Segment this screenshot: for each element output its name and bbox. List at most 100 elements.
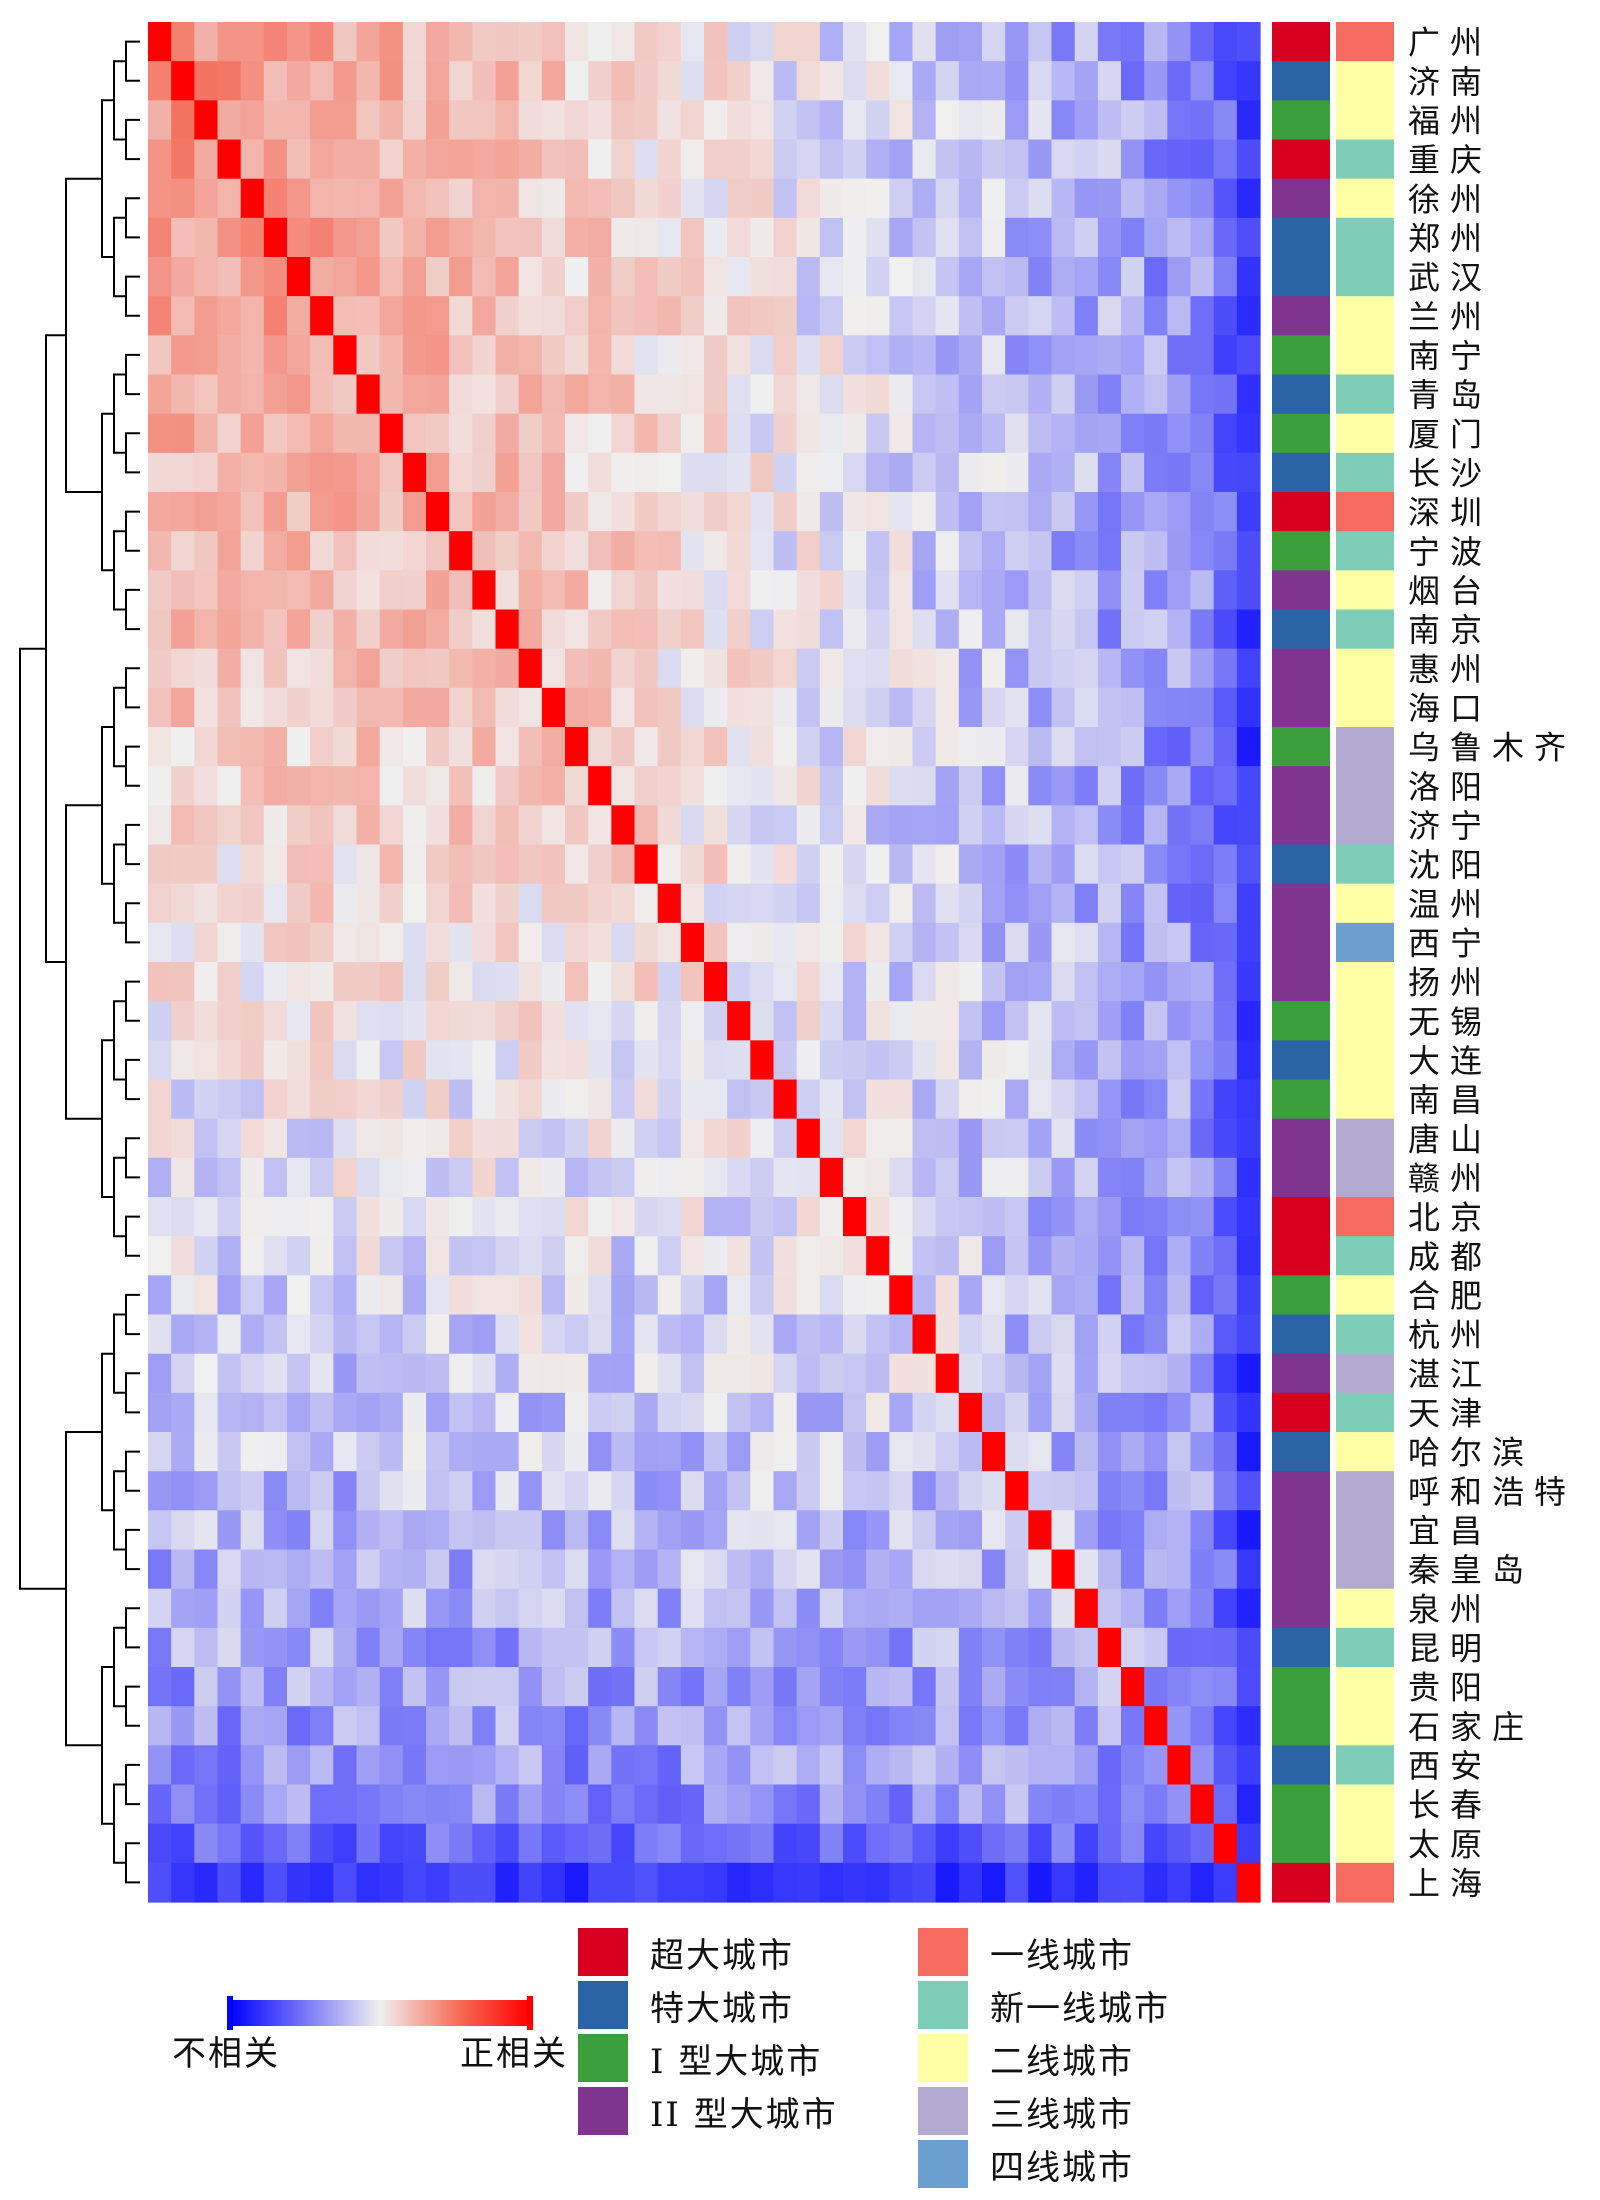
heatmap-cell bbox=[263, 609, 288, 650]
heatmap-cell bbox=[402, 1432, 427, 1472]
heatmap-cell bbox=[889, 1627, 914, 1668]
city-size-cell bbox=[1272, 1823, 1330, 1864]
city-size-cell bbox=[1272, 766, 1330, 806]
heatmap-cell bbox=[1121, 609, 1145, 650]
dendrogram-branch bbox=[65, 1431, 102, 1747]
heatmap-cell bbox=[379, 1627, 404, 1668]
heatmap-cell bbox=[773, 1040, 798, 1081]
heatmap-cell bbox=[588, 648, 612, 689]
heatmap-cell bbox=[1051, 648, 1076, 689]
heatmap-cell bbox=[426, 257, 450, 297]
heatmap-cell bbox=[1097, 1197, 1122, 1237]
row-label: 济宁 bbox=[1408, 807, 1492, 845]
dendrogram-branch bbox=[125, 40, 140, 82]
heatmap-cell bbox=[588, 805, 612, 846]
heatmap-cell bbox=[889, 1432, 914, 1472]
heatmap-cell bbox=[263, 413, 288, 454]
heatmap-cell bbox=[843, 1784, 867, 1825]
heatmap-cell bbox=[356, 1745, 381, 1786]
heatmap-cell bbox=[727, 1314, 751, 1355]
heatmap-cell bbox=[1190, 962, 1215, 1002]
heatmap-cell bbox=[426, 1275, 450, 1316]
heatmap-cell bbox=[565, 1745, 589, 1786]
heatmap-cell bbox=[217, 1040, 242, 1081]
heatmap-cell bbox=[287, 922, 311, 963]
heatmap-cell bbox=[819, 178, 844, 219]
heatmap-cell bbox=[889, 687, 914, 728]
heatmap-cell bbox=[426, 727, 450, 767]
heatmap-cell bbox=[217, 922, 242, 963]
heatmap-cell bbox=[1236, 1784, 1261, 1825]
heatmap-cell bbox=[912, 1079, 937, 1120]
heatmap-cell bbox=[796, 570, 821, 611]
heatmap-cell bbox=[773, 1079, 798, 1120]
city-tier-cell bbox=[1336, 1549, 1394, 1590]
heatmap-cell bbox=[866, 1549, 890, 1590]
heatmap-cell bbox=[1144, 492, 1168, 532]
heatmap-cell bbox=[1144, 1784, 1168, 1825]
heatmap-cell bbox=[148, 1236, 172, 1276]
heatmap-cell bbox=[1121, 531, 1145, 571]
heatmap-cell bbox=[1028, 1314, 1053, 1355]
city-tier-cell bbox=[1336, 1118, 1394, 1159]
heatmap-cell bbox=[449, 1040, 473, 1081]
city-size-cell bbox=[1272, 1862, 1330, 1903]
heatmap-cell bbox=[1236, 1197, 1261, 1237]
heatmap-cell bbox=[634, 1236, 659, 1276]
heatmap-cell bbox=[1074, 1706, 1099, 1746]
heatmap-cell bbox=[449, 335, 473, 376]
dendrogram-branch bbox=[125, 1372, 140, 1414]
heatmap-cell bbox=[171, 1471, 195, 1511]
heatmap-cell bbox=[657, 805, 682, 846]
heatmap-cell bbox=[565, 570, 589, 611]
heatmap-cell bbox=[750, 1392, 775, 1433]
heatmap-cell bbox=[541, 1745, 566, 1786]
heatmap-cell bbox=[1144, 1236, 1168, 1276]
heatmap-cell bbox=[1074, 727, 1099, 767]
heatmap-cell bbox=[889, 22, 914, 62]
heatmap-cell bbox=[1236, 844, 1261, 885]
heatmap-cell bbox=[1167, 883, 1192, 924]
heatmap-cell bbox=[1167, 1314, 1192, 1355]
heatmap-cell bbox=[796, 296, 821, 336]
heatmap-cell bbox=[1167, 217, 1192, 258]
heatmap-cell bbox=[611, 1157, 636, 1198]
heatmap-cell bbox=[680, 1667, 705, 1707]
heatmap-cell bbox=[1121, 1549, 1145, 1590]
heatmap-cell bbox=[310, 1157, 334, 1198]
heatmap-cell bbox=[356, 1314, 381, 1355]
heatmap-cell bbox=[1121, 1627, 1145, 1668]
heatmap-cell bbox=[634, 413, 659, 454]
heatmap-cell bbox=[727, 61, 751, 101]
city-size-cell bbox=[1272, 1706, 1330, 1746]
heatmap-cell bbox=[426, 1157, 450, 1198]
heatmap-cell bbox=[333, 452, 358, 493]
heatmap-cell bbox=[356, 1862, 381, 1903]
heatmap-cell bbox=[750, 257, 775, 297]
city-size-cell bbox=[1272, 1236, 1330, 1276]
heatmap-cell bbox=[333, 1862, 358, 1903]
heatmap-cell bbox=[472, 1432, 497, 1472]
heatmap-cell bbox=[518, 1197, 543, 1237]
heatmap-cell bbox=[611, 766, 636, 806]
dendrogram-branch bbox=[125, 1685, 140, 1727]
heatmap-cell bbox=[935, 217, 960, 258]
heatmap-cell bbox=[588, 1745, 612, 1786]
dendrogram-branch bbox=[125, 1528, 140, 1571]
row-label: 福州 bbox=[1408, 102, 1492, 140]
heatmap-cell bbox=[982, 1588, 1006, 1629]
heatmap-cell bbox=[982, 1353, 1006, 1394]
heatmap-cell bbox=[588, 962, 612, 1002]
heatmap-cell bbox=[287, 1432, 311, 1472]
heatmap-cell bbox=[194, 1510, 219, 1551]
heatmap-cell bbox=[310, 1392, 334, 1433]
city-tier-cell bbox=[1336, 844, 1394, 885]
heatmap-cell bbox=[1028, 883, 1053, 924]
heatmap-cell bbox=[310, 139, 334, 180]
heatmap-cell bbox=[1051, 1706, 1076, 1746]
heatmap-cell bbox=[1236, 1627, 1261, 1668]
row-label: 湛江 bbox=[1408, 1355, 1492, 1393]
dendrogram-branch bbox=[113, 1313, 126, 1394]
heatmap-cell bbox=[866, 1784, 890, 1825]
heatmap-cell bbox=[171, 883, 195, 924]
